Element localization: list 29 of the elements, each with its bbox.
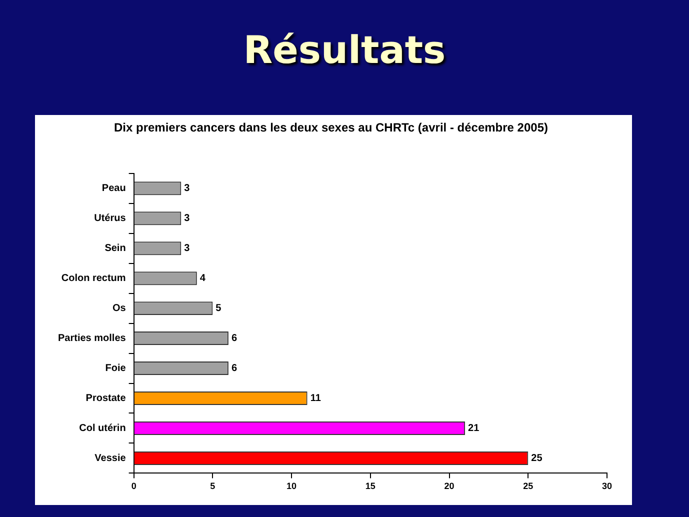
chart-title: Résultats [242,28,447,72]
chart-subtitle: Dix premiers cancers dans les deux sexes au CHRTc (avril - décembre 2005) [114,120,548,135]
y-tick-label: Parties molles [58,333,126,344]
x-tick-label: 10 [286,481,297,492]
data-label: 4 [200,273,206,284]
y-tick-label: Sein [104,243,126,254]
data-label: 11 [310,393,322,404]
data-label: 6 [231,363,238,374]
data-label: 3 [184,183,190,194]
x-tick-label: 0 [131,481,136,492]
data-label: 3 [184,213,190,224]
y-tick-label: Col utérin [79,422,126,434]
y-tick-label: Prostate [86,393,126,404]
y-tick-label: Vessie [94,452,126,464]
data-label: 25 [531,452,543,464]
data-label: 6 [231,333,238,344]
x-tick-label: 15 [365,481,376,492]
y-tick-label: Colon rectum [61,273,126,284]
data-label: 3 [184,243,190,254]
y-tick-label: Foie [105,363,126,374]
data-label: 21 [468,422,480,434]
x-tick-label: 25 [523,481,534,492]
y-tick-label: Os [112,303,126,314]
y-tick-label: Utérus [94,213,126,224]
data-label: 5 [216,303,222,314]
y-tick-label: Peau [102,183,126,194]
x-tick-label: 30 [602,481,612,492]
x-tick-label: 5 [210,481,216,492]
x-tick-label: 20 [444,481,454,492]
